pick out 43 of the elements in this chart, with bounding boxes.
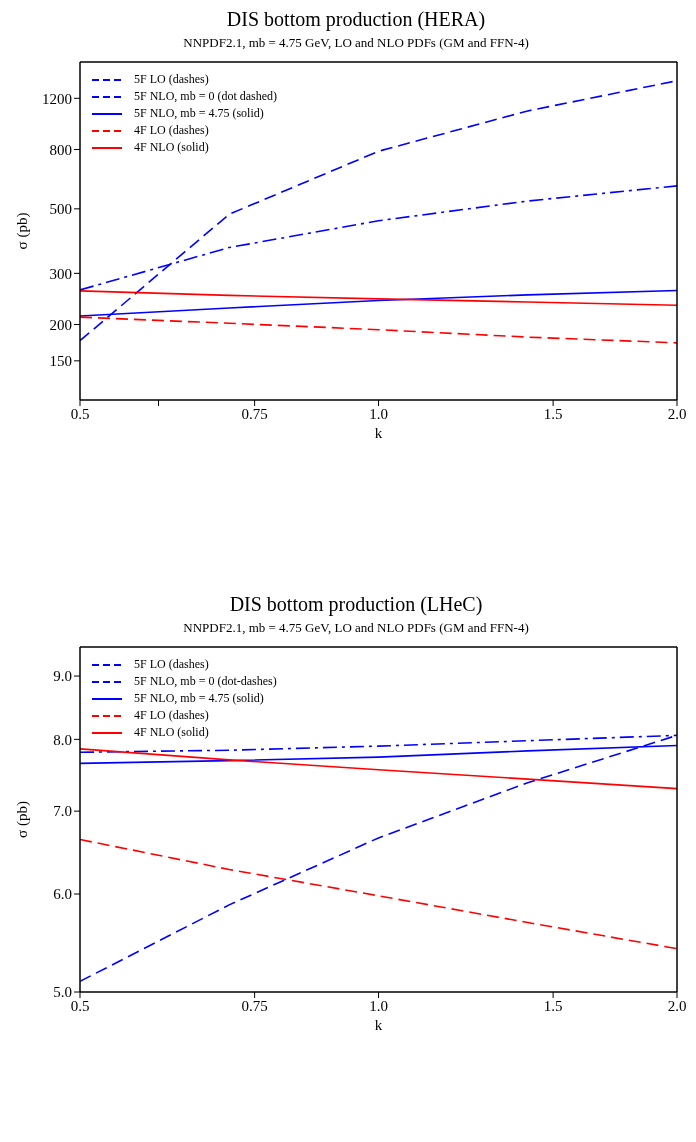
line-series	[80, 316, 677, 344]
x-tick-label: 0.5	[70, 405, 90, 422]
legend-label: 5F NLO, mb = 0 (dot dashed)	[134, 88, 278, 105]
x-tick-label: 0.75	[241, 997, 268, 1014]
y-tick-label: 150	[49, 353, 72, 370]
y-tick-label: 1200	[42, 90, 72, 107]
y-tick-label: 6.0	[53, 886, 72, 903]
x-tick-label: 1.5	[543, 405, 563, 422]
x-tick-label: 1.5	[543, 997, 563, 1014]
y-tick-label: 300	[49, 265, 72, 282]
y-tick-label: 8.0	[53, 731, 72, 748]
x-axis-title: k	[374, 425, 383, 441]
chart-title: DIS bottom production (HERA)	[225, 8, 487, 31]
x-tick-label: 0.75	[241, 405, 268, 422]
x-tick-label: 1.0	[369, 997, 388, 1014]
chart-subtitle: NNPDF2.1, mb = 4.75 GeV, LO and NLO PDFs (GM and FFN-4)	[182, 620, 530, 636]
legend-label: 4F NLO (solid)	[134, 724, 209, 741]
line-series	[80, 290, 677, 307]
legend-label: 5F LO (dashes)	[134, 656, 209, 673]
legend-label: 4F NLO (solid)	[134, 139, 209, 156]
legend-label: 5F NLO, mb = 4.75 (solid)	[134, 690, 264, 707]
x-axis-title: k	[374, 1017, 383, 1033]
y-tick-label: 5.0	[53, 984, 72, 1001]
legend-label: 4F LO (dashes)	[134, 707, 209, 724]
legend-label: 5F LO (dashes)	[134, 71, 209, 88]
chart-subtitle: NNPDF2.1, mb = 4.75 GeV, LO and NLO PDFs (GM and FFN-4)	[182, 35, 530, 51]
y-tick-label: 500	[49, 201, 72, 218]
y-tick-label: 200	[49, 316, 72, 333]
chart-title: DIS bottom production (LHeC)	[228, 593, 484, 616]
y-tick-label: 800	[49, 141, 72, 158]
y-tick-label: 7.0	[53, 803, 72, 820]
legend-label: 4F LO (dashes)	[134, 122, 209, 139]
y-tick-label: 9.0	[53, 668, 72, 685]
x-tick-label: 0.5	[70, 997, 90, 1014]
y-axis-title: σ (pb)	[14, 801, 32, 838]
x-tick-label: 2.0	[667, 997, 687, 1014]
x-tick-label: 1.0	[369, 405, 388, 422]
y-axis-title: σ (pb)	[14, 212, 32, 250]
line-series	[80, 838, 677, 950]
legend-label: 5F NLO, mb = 4.75 (solid)	[134, 105, 264, 122]
x-tick-label: 2.0	[667, 405, 687, 422]
line-series	[80, 748, 677, 790]
legend-label: 5F NLO, mb = 0 (dot-dashes)	[134, 673, 277, 690]
